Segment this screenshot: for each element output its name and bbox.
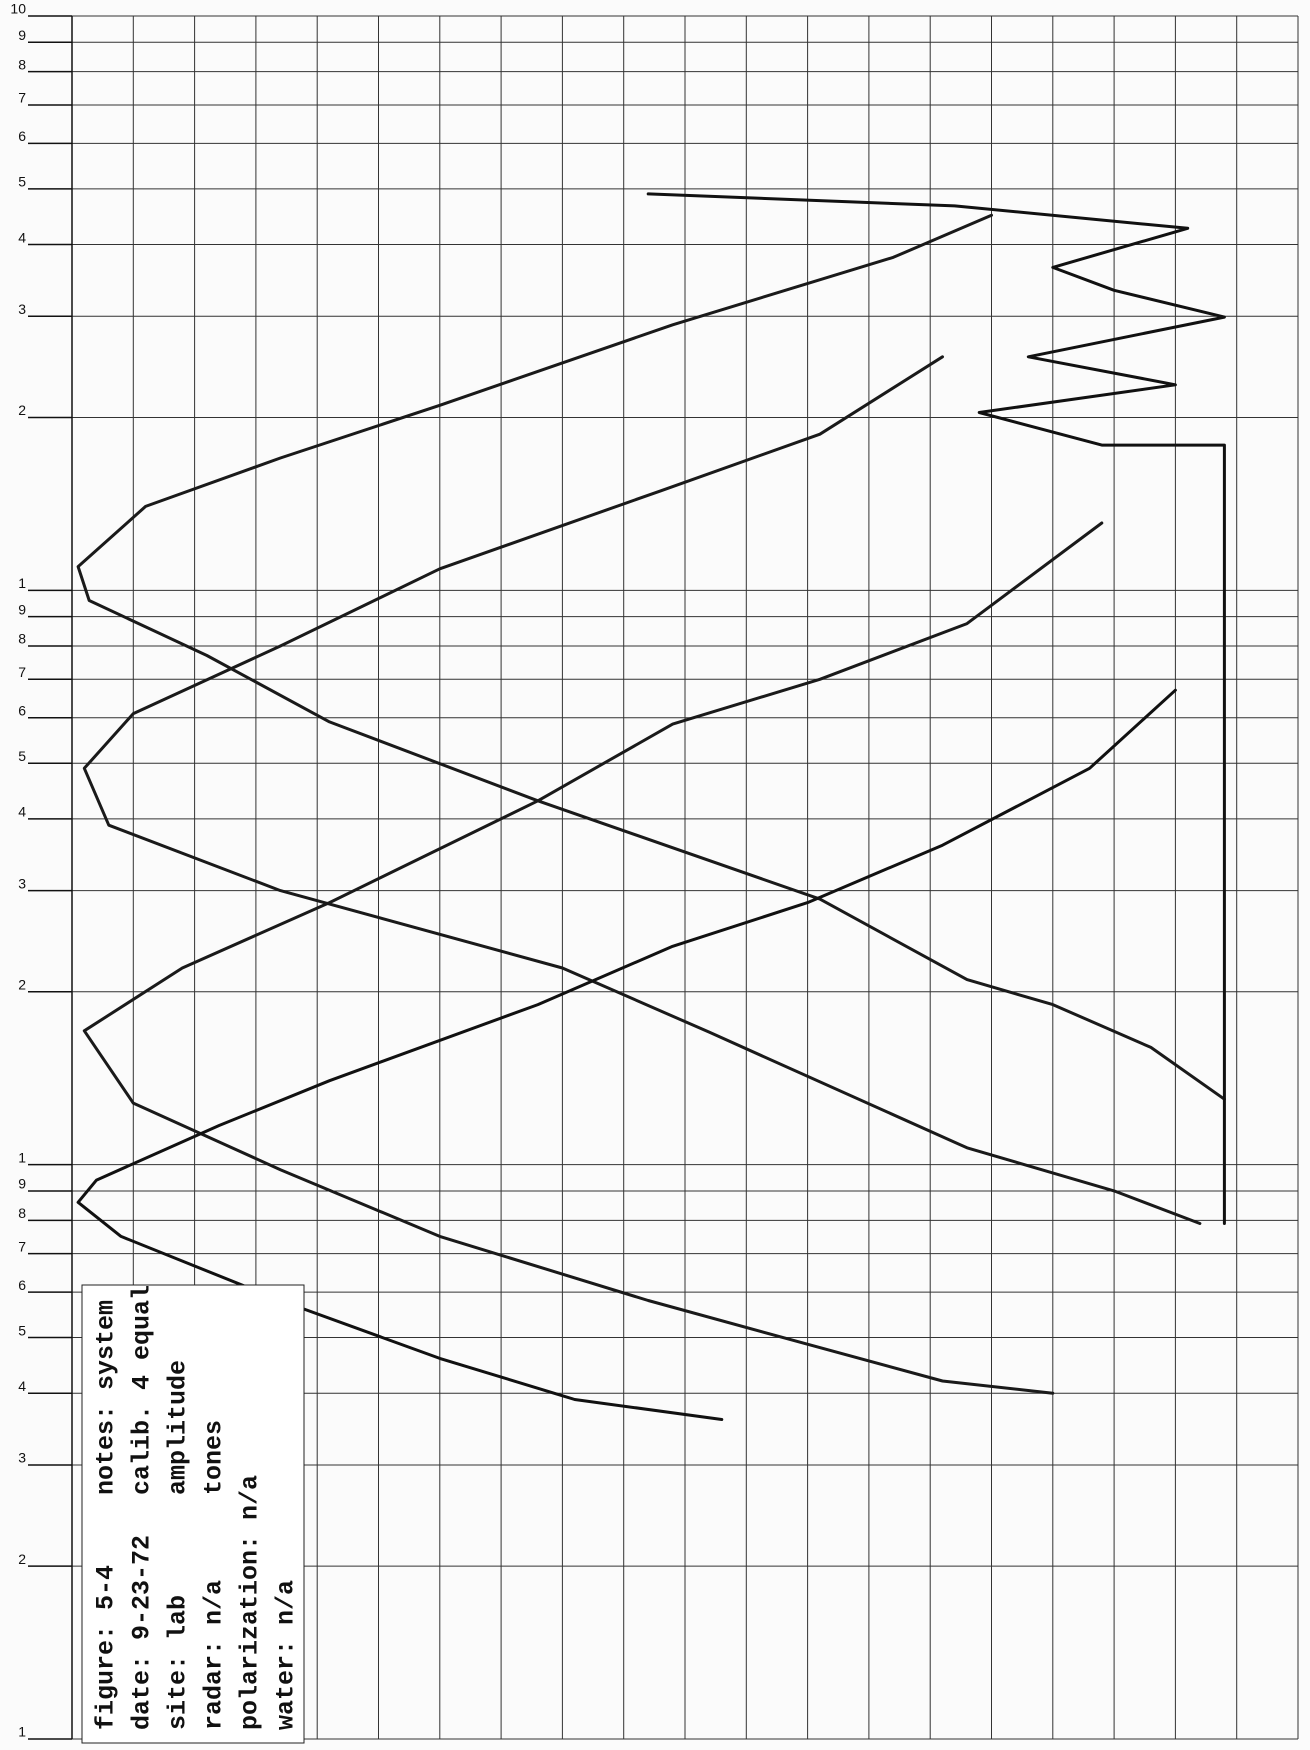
curve bbox=[82, 521, 1104, 1395]
y-tick-label: 6 bbox=[18, 702, 26, 718]
y-tick-label: 10 bbox=[10, 1, 26, 17]
note-text: tones bbox=[200, 1420, 229, 1495]
y-tick-label: 4 bbox=[18, 804, 26, 820]
curves bbox=[76, 192, 1226, 1421]
y-tick-label: 8 bbox=[18, 631, 26, 647]
y-tick-label: 7 bbox=[18, 664, 26, 680]
figure-info: polarization: n/a bbox=[236, 1475, 265, 1730]
y-tick-label: 6 bbox=[18, 1277, 26, 1293]
y-tick-label: 8 bbox=[18, 1205, 26, 1221]
figure-info: site: lab bbox=[164, 1595, 193, 1730]
y-tick-label: 3 bbox=[18, 1450, 26, 1466]
y-tick-label: 5 bbox=[18, 748, 26, 764]
y-tick-label: 1 bbox=[18, 575, 26, 591]
notes-box: figure: 5-4 date: 9-23-72 site: lab radar: … bbox=[81, 1284, 305, 1744]
y-tick-label: 2 bbox=[18, 1551, 26, 1567]
y-tick-label: 3 bbox=[18, 875, 26, 891]
y-tick-label: 8 bbox=[18, 56, 26, 72]
figure-info: radar: n/a bbox=[200, 1580, 229, 1730]
tick-labels: 10 9 8 7 6 5 4 3 2 1 9 8 7 6 5 4 3 2 1 9 8 7 6 5 4 3 2 1 bbox=[10, 1, 26, 1740]
grid bbox=[28, 15, 1299, 1740]
curve bbox=[76, 688, 1177, 1421]
y-tick-label: 9 bbox=[18, 27, 26, 43]
y-tick-label: 7 bbox=[18, 90, 26, 106]
curve bbox=[76, 213, 1226, 1101]
y-tick-label: 5 bbox=[18, 1322, 26, 1338]
note-text: calib. 4 equal bbox=[128, 1285, 157, 1495]
figure-info: water: n/a bbox=[272, 1580, 301, 1730]
y-tick-label: 6 bbox=[18, 128, 26, 144]
notes-background bbox=[81, 1284, 305, 1744]
y-tick-label: 5 bbox=[18, 174, 26, 190]
note-text: notes: system bbox=[92, 1300, 121, 1495]
y-tick-label: 1 bbox=[18, 1149, 26, 1165]
figure-info: figure: 5-4 bbox=[92, 1565, 121, 1730]
y-tick-label: 2 bbox=[18, 402, 26, 418]
y-tick-label: 3 bbox=[18, 301, 26, 317]
y-tick-label: 4 bbox=[18, 1378, 26, 1394]
y-tick-label: 9 bbox=[18, 1176, 26, 1192]
curve bbox=[82, 355, 1202, 1225]
note-text: amplitude bbox=[164, 1360, 193, 1495]
figure-info: date: 9-23-72 bbox=[128, 1535, 157, 1730]
y-tick-label: 9 bbox=[18, 601, 26, 617]
y-tick-label: 4 bbox=[18, 229, 26, 245]
y-tick-label: 1 bbox=[18, 1724, 26, 1740]
curve bbox=[646, 192, 1226, 1225]
y-tick-label: 7 bbox=[18, 1238, 26, 1254]
y-tick-label: 2 bbox=[18, 976, 26, 992]
